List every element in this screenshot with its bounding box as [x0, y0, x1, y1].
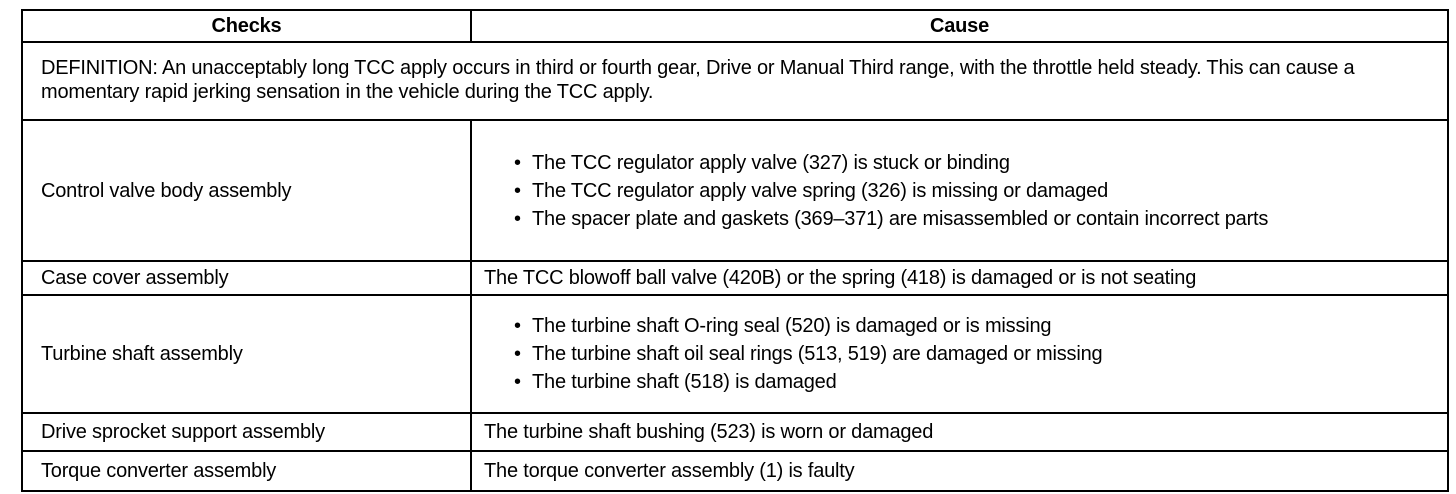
cause-item: • The turbine shaft (518) is damaged: [510, 370, 1437, 394]
bullet-icon: •: [514, 179, 521, 202]
cause-item: • The turbine shaft O-ring seal (520) is …: [510, 314, 1437, 338]
cause-cell: The TCC blowoff ball valve (420B) or the…: [470, 260, 1449, 296]
cause-cell: • The turbine shaft O-ring seal (520) is …: [470, 294, 1449, 414]
check-cell: Torque converter assembly: [21, 450, 472, 492]
check-cell: Case cover assembly: [21, 260, 472, 296]
bullet-icon: •: [514, 207, 521, 230]
header-cause: Cause: [470, 9, 1449, 43]
cause-text: The turbine shaft O-ring seal (520) is d…: [532, 315, 1052, 337]
cause-cell: • The TCC regulator apply valve (327) is …: [470, 119, 1449, 262]
cause-cell: The torque converter assembly (1) is fau…: [470, 450, 1449, 492]
cause-cell: The turbine shaft bushing (523) is worn …: [470, 412, 1449, 452]
cause-text: The spacer plate and gaskets (369–371) a…: [532, 207, 1269, 230]
table-row: Drive sprocket support assembly The turb…: [21, 412, 1449, 452]
table-row: Case cover assembly The TCC blowoff ball…: [21, 260, 1449, 296]
header-row: Checks Cause: [21, 9, 1449, 43]
header-checks: Checks: [21, 9, 472, 43]
bullet-icon: •: [514, 315, 521, 337]
cause-item: • The TCC regulator apply valve (327) is …: [510, 151, 1437, 175]
check-cell: Drive sprocket support assembly: [21, 412, 472, 452]
cause-text: The TCC regulator apply valve spring (32…: [532, 179, 1108, 202]
table-row: Torque converter assembly The torque con…: [21, 450, 1449, 492]
diagnostic-table: Checks Cause DEFINITION: An unacceptably…: [21, 9, 1449, 492]
definition-text: DEFINITION: An unacceptably long TCC app…: [21, 41, 1449, 121]
cause-item: • The spacer plate and gaskets (369–371) …: [510, 207, 1437, 231]
cause-text: The TCC regulator apply valve (327) is s…: [532, 151, 1010, 174]
definition-row: DEFINITION: An unacceptably long TCC app…: [21, 41, 1449, 121]
bullet-icon: •: [514, 151, 521, 174]
check-cell: Turbine shaft assembly: [21, 294, 472, 414]
cause-text: The turbine shaft oil seal rings (513, 5…: [532, 343, 1103, 365]
bullet-icon: •: [514, 371, 521, 393]
bullet-icon: •: [514, 343, 521, 365]
cause-item: • The TCC regulator apply valve spring (3…: [510, 179, 1437, 203]
cause-text: The turbine shaft (518) is damaged: [532, 371, 837, 393]
table-row: Control valve body assembly • The TCC reg…: [21, 119, 1449, 262]
table-row: Turbine shaft assembly • The turbine shaf…: [21, 294, 1449, 414]
check-cell: Control valve body assembly: [21, 119, 472, 262]
cause-item: • The turbine shaft oil seal rings (513, …: [510, 342, 1437, 366]
